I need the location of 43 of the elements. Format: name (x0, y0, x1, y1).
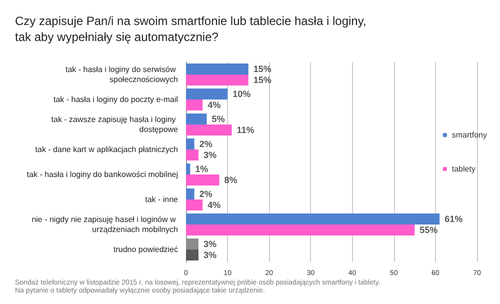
bar (186, 138, 194, 150)
y-tick-label: tak - hasła i loginy do bankowości mobilnej (26, 170, 178, 179)
bar (186, 100, 203, 110)
y-tick-label: tak - inne (145, 195, 179, 204)
data-label: 15% (253, 75, 272, 85)
bar (186, 214, 440, 224)
data-label: 5% (212, 114, 225, 124)
bar (186, 74, 248, 86)
data-label: 4% (208, 200, 221, 210)
bar (186, 188, 194, 200)
y-tick-label: trudno powiedzieć (114, 245, 178, 254)
data-label: 2% (199, 139, 212, 149)
data-label: 1% (195, 164, 208, 174)
chart-title: Czy zapisuje Pan/i na swoim smartfonie lub tablecie hasła i loginy, tak aby wypełniały się automatycznie? (15, 14, 366, 44)
bar (186, 124, 232, 136)
data-label: 55% (420, 225, 438, 235)
bar (186, 238, 198, 250)
bar (186, 224, 415, 236)
data-label: 3% (203, 150, 216, 160)
y-tick-label: tak - dane kart w aplikacjach płatniczych (35, 145, 178, 154)
bar (186, 64, 248, 74)
bar (186, 114, 207, 124)
data-label: 4% (208, 100, 221, 110)
data-label: 11% (236, 125, 254, 135)
bar (186, 174, 220, 186)
legend-label: smartfony (452, 130, 488, 140)
data-label: 8% (224, 175, 238, 185)
data-label: 2% (199, 189, 212, 199)
bar (186, 164, 190, 174)
data-label: 61% (444, 214, 463, 224)
bar (186, 88, 228, 100)
bar (186, 150, 198, 160)
data-label: 10% (232, 89, 251, 99)
bar (186, 200, 203, 210)
y-tick-label: tak - hasła i loginy do poczty e-mail (54, 95, 178, 104)
data-label: 3% (203, 239, 216, 249)
bar (186, 250, 198, 260)
y-tick-label: nie - nigdy nie zapisuję haseł i loginów w urządzeniach mobilnych (32, 215, 178, 234)
y-tick-label: tak - hasła i loginy do serwisów społecznościowych (66, 65, 178, 84)
y-tick-label: tak - zawsze zapisuję hasła i loginy dostępowe (51, 115, 179, 134)
data-label: 15% (253, 64, 272, 74)
legend-label: tablety (452, 164, 476, 174)
data-label: 3% (203, 250, 216, 260)
